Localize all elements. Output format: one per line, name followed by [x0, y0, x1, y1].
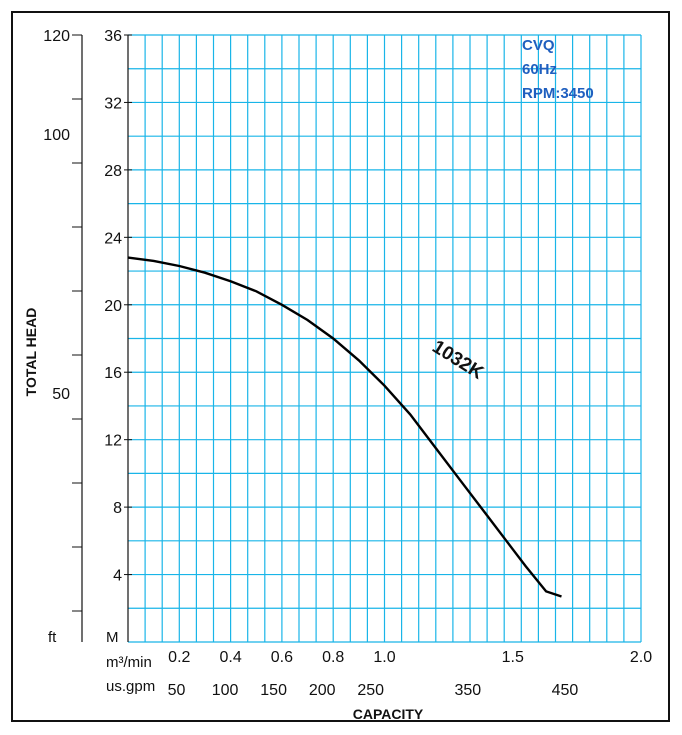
legend-line-frequency: 60Hz — [522, 61, 557, 78]
x-m3-tick-label: 0.8 — [322, 649, 344, 666]
x-gpm-tick-label: 100 — [212, 682, 239, 699]
y-unit-m: M — [106, 629, 119, 646]
y-axis-title: TOTAL HEAD — [23, 308, 39, 397]
y-m-tick-label: 12 — [104, 433, 122, 450]
x-gpm-tick-label: 50 — [168, 682, 186, 699]
y-m-tick-label: 4 — [113, 568, 122, 585]
x-m3-tick-label: 0.6 — [271, 649, 293, 666]
x-m3-tick-label: 1.0 — [373, 649, 395, 666]
chart-frame — [11, 11, 670, 722]
tick-labels: 4 8 12 16 20 24 28 32 36 50 100 120 0.2 0.4 0.6 0.8 1.0 1… — [43, 28, 652, 699]
y-m-tick-label: 28 — [104, 163, 122, 180]
y-ft-tick-label: 50 — [52, 386, 70, 403]
y-m-tick-label: 8 — [113, 500, 122, 517]
y-m-tick-label: 32 — [104, 95, 122, 112]
legend-line-rpm: RPM:3450 — [522, 85, 594, 102]
legend-line-model: CVQ — [522, 37, 555, 54]
y-m-tick-label: 36 — [104, 28, 122, 45]
x-unit-m3min: m³/min — [106, 654, 152, 671]
x-gpm-tick-label: 450 — [552, 682, 579, 699]
y-ft-tick-label: 100 — [43, 127, 70, 144]
x-m3-tick-label: 0.2 — [168, 649, 190, 666]
series-line-1032k — [127, 256, 562, 598]
y-m-tick-label: 20 — [104, 298, 122, 315]
y-ft-tick-label: 120 — [43, 28, 70, 45]
y-m-tick-label: 16 — [104, 365, 122, 382]
y-unit-ft: ft — [48, 629, 57, 646]
x-gpm-tick-label: 150 — [260, 682, 287, 699]
x-gpm-tick-label: 250 — [357, 682, 384, 699]
x-axis-title: CAPACITY — [353, 706, 424, 722]
x-gpm-tick-label: 350 — [454, 682, 481, 699]
x-m3-tick-label: 1.5 — [502, 649, 524, 666]
x-m3-tick-label: 2.0 — [630, 649, 652, 666]
x-unit-gpm: us.gpm — [106, 678, 155, 695]
tick-marks — [72, 34, 132, 612]
y-m-tick-label: 24 — [104, 230, 122, 247]
grid — [128, 34, 642, 643]
x-gpm-tick-label: 200 — [309, 682, 336, 699]
x-m3-tick-label: 0.4 — [219, 649, 241, 666]
